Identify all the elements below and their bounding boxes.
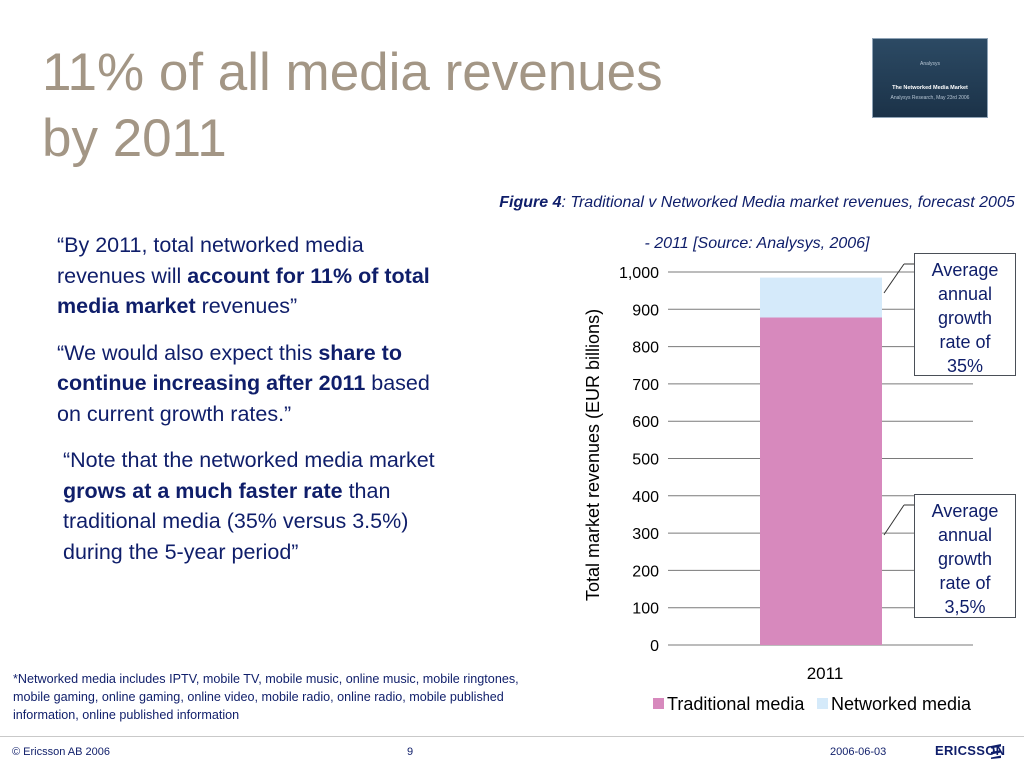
thumbnail-line2: The Networked Media Market (892, 85, 968, 91)
quote-3-c: than traditional media (35% versus 3.5%)… (63, 478, 409, 564)
quote-2-b: share to continue increasing after 2011 (57, 340, 402, 396)
slide-title: 11% of all media revenues by 2011 (42, 40, 782, 172)
quote-2-a: “We would also expect this (57, 340, 319, 365)
callout-top-leader (883, 263, 905, 294)
y-tick-label-300: 300 (632, 526, 659, 543)
footer-divider (0, 736, 1024, 737)
chart-y-ticks: 0 100 200 300 400 500 600 700 800 900 1,000 (619, 265, 659, 655)
chart-y-axis-label: Total market revenues (EUR billions) (583, 309, 603, 601)
y-tick-label-100: 100 (632, 601, 659, 618)
quotes-block: “By 2011, total networked media revenues… (57, 230, 452, 567)
ericsson-logo-icon (991, 744, 1001, 759)
footer-date: 2006-06-03 (830, 746, 887, 758)
y-tick-label-1000: 1,000 (619, 265, 659, 282)
chart-x-tick-2011: 2011 (807, 664, 844, 683)
quote-1-a: “By 2011, total networked media revenues… (57, 233, 364, 288)
y-tick-label-500: 500 (632, 452, 659, 469)
bar-traditional-media-2011 (760, 317, 882, 645)
figure-caption: Figure 4: Traditional v Networked Media … (498, 182, 1016, 264)
footer-page-number: 9 (407, 746, 414, 758)
callout-bottom-line3: growth (937, 549, 993, 569)
quote-1-b: account for 11% of total media market (57, 263, 430, 319)
report-thumbnail: Analysys The Networked Media Market Anal… (872, 38, 988, 118)
legend-swatch-networked-media (817, 698, 828, 709)
bar-networked-media-2011 (760, 277, 882, 318)
quote-3: “Note that the networked media market gr… (57, 445, 452, 567)
quote-1-c: revenues” (195, 294, 298, 318)
footnote: *Networked media includes IPTV, mobile T… (13, 672, 519, 722)
callout-bottom-leader (883, 504, 905, 536)
callout-top-line1: Average (931, 260, 999, 280)
chart-bars (760, 277, 882, 645)
legend-label-traditional-media: Traditional media (667, 694, 805, 714)
y-tick-label-600: 600 (632, 414, 659, 431)
ericsson-logo: ERICSSON (935, 743, 1006, 758)
callout-top-line3: growth (937, 308, 993, 328)
growth-callout-traditional: Average annual growth rate of 3,5% (914, 494, 1016, 618)
quote-3-a: “Note that the networked media market (63, 448, 435, 472)
callout-bottom-line1: Average (931, 501, 999, 521)
legend-label-networked-media: Networked media (831, 694, 972, 714)
quote-2-c: based on current growth rates.” (57, 371, 430, 426)
slide-title-line1: 11% of all media revenues (42, 43, 663, 102)
slide-title-line2: by 2011 (42, 109, 227, 168)
quote-1: “By 2011, total networked media revenues… (57, 230, 452, 322)
thumbnail-line1: Analysys (919, 61, 940, 67)
callout-top-line4: rate of (939, 332, 991, 352)
quote-2: “We would also expect this share to cont… (57, 338, 452, 430)
growth-callout-networked: Average annual growth rate of 35% (914, 253, 1016, 376)
y-tick-label-900: 900 (632, 302, 659, 319)
y-tick-label-700: 700 (632, 377, 659, 394)
callout-top-line2: annual (937, 284, 993, 304)
footer-copyright: © Ericsson AB 2006 (12, 746, 110, 758)
thumbnail-line3: Analysys Research, May 23rd 2006 (890, 95, 970, 101)
callout-bottom-line4: rate of (939, 573, 991, 593)
callout-bottom-line2: annual (937, 525, 993, 545)
figure-caption-text: : Traditional v Networked Media market r… (561, 194, 1015, 252)
y-tick-label-400: 400 (632, 489, 659, 506)
y-tick-label-0: 0 (650, 638, 659, 655)
figure-caption-label: Figure 4 (499, 194, 562, 211)
y-tick-label-800: 800 (632, 340, 659, 357)
y-tick-label-200: 200 (632, 563, 659, 580)
callout-top-line5: 35% (946, 356, 984, 376)
chart-legend: Traditional media Networked media (653, 694, 972, 714)
callout-bottom-line5: 3,5% (944, 597, 986, 617)
quote-3-b: grows at a much faster rate (63, 478, 343, 503)
legend-swatch-traditional-media (653, 698, 664, 709)
